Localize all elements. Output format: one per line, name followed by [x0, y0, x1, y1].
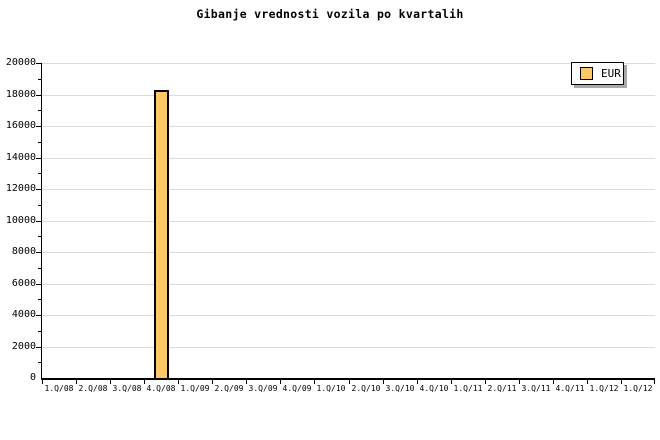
x-axis-tick [144, 378, 145, 384]
y-gridline [42, 189, 655, 190]
bar-4.Q/08 [154, 90, 169, 378]
y-axis-minor-tick [38, 236, 41, 237]
y-axis-minor-tick [38, 173, 41, 174]
y-axis-major-tick [36, 63, 41, 64]
x-tick-label: 3.Q/08 [112, 384, 142, 393]
x-tick-label: 4.Q/09 [282, 384, 312, 393]
x-axis-tick [654, 378, 655, 384]
y-gridline [42, 126, 655, 127]
y-gridline [42, 221, 655, 222]
legend: EUR [571, 62, 624, 85]
x-tick-label: 2.Q/08 [78, 384, 108, 393]
x-tick-label: 2.Q/09 [214, 384, 244, 393]
y-axis-minor-tick [38, 205, 41, 206]
chart-title: Gibanje vrednosti vozila po kvartalih [196, 7, 464, 21]
y-tick-label: 18000 [5, 89, 36, 100]
legend-swatch-icon [580, 67, 593, 80]
x-tick-label: 3.Q/11 [521, 384, 551, 393]
y-gridline [42, 63, 655, 64]
y-axis-minor-tick [38, 331, 41, 332]
x-axis-tick [451, 378, 452, 384]
y-gridline [42, 252, 655, 253]
y-axis-major-tick [36, 126, 41, 127]
y-tick-label: 12000 [5, 183, 36, 194]
y-axis-major-tick [36, 315, 41, 316]
y-tick-label: 14000 [5, 152, 36, 163]
y-tick-label: 2000 [11, 341, 36, 352]
y-axis-minor-tick [38, 268, 41, 269]
y-tick-label: 16000 [5, 120, 36, 131]
y-axis-major-tick [36, 158, 41, 159]
y-axis-major-tick [36, 95, 41, 96]
x-tick-label: 2.Q/11 [487, 384, 517, 393]
y-tick-label: 10000 [5, 215, 36, 226]
y-tick-label: 0 [29, 372, 36, 383]
y-axis-major-tick [36, 221, 41, 222]
x-axis-tick [42, 378, 43, 384]
x-axis-tick [587, 378, 588, 384]
y-axis-major-tick [36, 347, 41, 348]
x-axis-tick [178, 378, 179, 384]
x-axis-tick [519, 378, 520, 384]
y-gridline [42, 95, 655, 96]
y-axis-major-tick [36, 284, 41, 285]
x-axis-tick [485, 378, 486, 384]
x-axis-tick [621, 378, 622, 384]
y-axis-minor-tick [38, 362, 41, 363]
y-axis-major-tick [36, 189, 41, 190]
x-axis-tick [314, 378, 315, 384]
x-tick-label: 1.Q/12 [623, 384, 653, 393]
x-axis-tick [212, 378, 213, 384]
x-tick-label: 3.Q/09 [248, 384, 278, 393]
plot-area: 0 2000 4000 6000 8000 10000 12000 14000 16000 180… [6, 57, 655, 393]
y-tick-label: 6000 [11, 278, 36, 289]
x-tick-label: 4.Q/10 [419, 384, 449, 393]
x-tick-label: 1.Q/09 [180, 384, 210, 393]
x-tick-label: 4.Q/08 [146, 384, 176, 393]
x-tick-label: 1.Q/08 [44, 384, 74, 393]
x-axis-tick [383, 378, 384, 384]
x-tick-label: 3.Q/10 [385, 384, 415, 393]
x-tick-label: 4.Q/11 [555, 384, 585, 393]
y-axis-minor-tick [38, 142, 41, 143]
y-gridline [42, 284, 655, 285]
x-axis-tick [76, 378, 77, 384]
x-tick-label: 1.Q/10 [316, 384, 346, 393]
y-gridline [42, 158, 655, 159]
x-tick-label: 1.Q/12 [589, 384, 619, 393]
y-tick-label: 8000 [11, 246, 36, 257]
y-axis-minor-tick [38, 79, 41, 80]
y-gridline [42, 315, 655, 316]
y-axis-major-tick [36, 252, 41, 253]
x-axis-tick [110, 378, 111, 384]
x-axis-tick [280, 378, 281, 384]
x-axis-tick [246, 378, 247, 384]
x-tick-label: 2.Q/10 [351, 384, 381, 393]
y-tick-label: 4000 [11, 309, 36, 320]
y-tick-label: 20000 [5, 57, 36, 68]
x-axis-tick [349, 378, 350, 384]
x-axis-tick [417, 378, 418, 384]
x-tick-label: 1.Q/11 [453, 384, 483, 393]
y-axis-minor-tick [38, 110, 41, 111]
x-axis-tick [553, 378, 554, 384]
y-gridline [42, 347, 655, 348]
legend-label: EUR [601, 67, 621, 80]
y-axis-minor-tick [38, 299, 41, 300]
